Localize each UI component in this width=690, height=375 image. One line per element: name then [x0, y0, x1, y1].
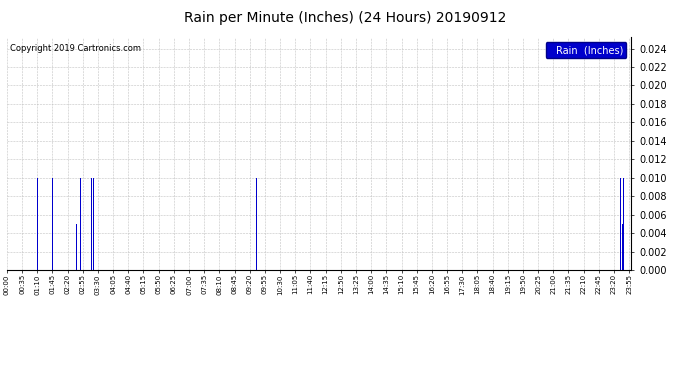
Legend: Rain  (Inches): Rain (Inches)	[546, 42, 627, 58]
Text: Copyright 2019 Cartronics.com: Copyright 2019 Cartronics.com	[10, 45, 141, 54]
Text: Rain per Minute (Inches) (24 Hours) 20190912: Rain per Minute (Inches) (24 Hours) 2019…	[184, 11, 506, 25]
